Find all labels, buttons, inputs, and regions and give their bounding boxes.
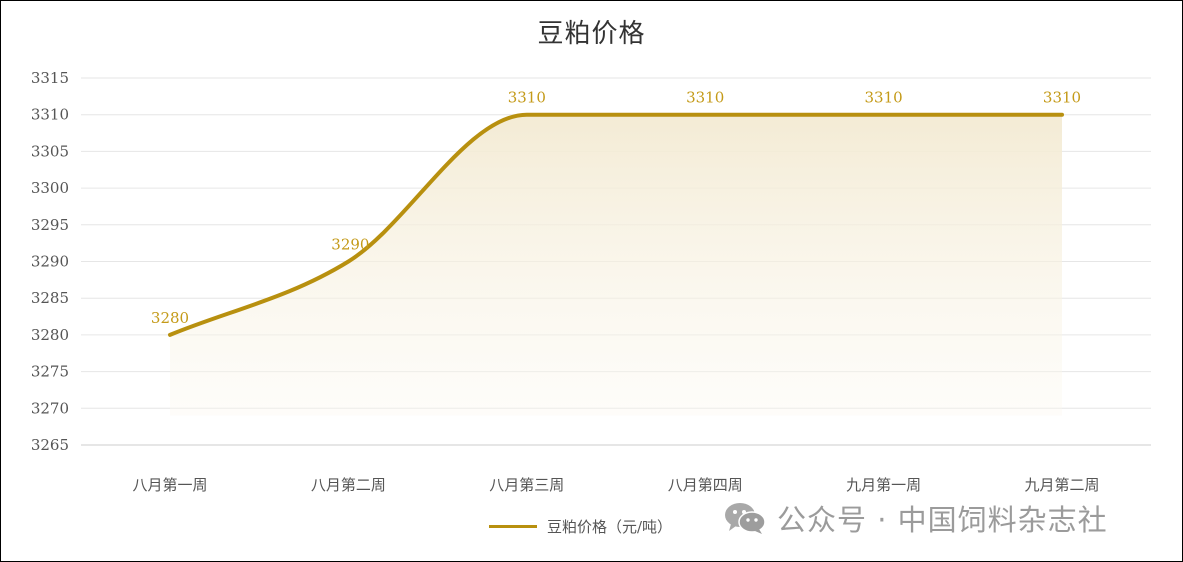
series-area [170, 114, 1062, 416]
y-tick-label: 3290 [31, 253, 69, 271]
legend-swatch [489, 525, 537, 528]
data-labels: 3280 3290 3310 3310 3310 3310 [151, 89, 1081, 327]
y-axis-labels: 3265 3270 3275 3280 3285 3290 3295 3300 3305 3310… [31, 69, 69, 454]
y-tick-label: 3280 [31, 326, 69, 344]
series-line[interactable] [168, 112, 1064, 337]
watermark-text: 公众号 · 中国饲料杂志社 [777, 503, 1108, 537]
data-label: 3280 [151, 309, 189, 327]
y-tick-label: 3295 [31, 216, 69, 234]
series-lines [168, 112, 1064, 337]
x-tick-label: 八月第三周 [489, 476, 564, 494]
legend[interactable]: 豆粕价格（元/吨） [489, 516, 672, 537]
y-tick-label: 3310 [31, 106, 69, 124]
x-tick-label: 九月第一周 [846, 476, 921, 494]
data-label: 3310 [508, 89, 546, 107]
data-label: 3290 [331, 236, 369, 254]
legend-label: 豆粕价格（元/吨） [547, 518, 673, 536]
y-tick-label: 3305 [31, 142, 69, 160]
x-axis-labels: 八月第一周 八月第二周 八月第三周 八月第四周 九月第一周 九月第二周 [132, 476, 1099, 494]
chart-title: 豆粕价格 [537, 19, 646, 49]
wechat-icon [725, 503, 766, 534]
data-label: 3310 [1043, 89, 1081, 107]
data-label: 3310 [686, 89, 724, 107]
y-tick-label: 3265 [31, 436, 69, 454]
x-tick-label: 八月第二周 [311, 476, 386, 494]
x-tick-label: 九月第二周 [1024, 476, 1099, 494]
y-tick-label: 3275 [31, 363, 69, 381]
y-tick-label: 3285 [31, 289, 69, 307]
y-tick-label: 3270 [31, 399, 69, 417]
x-tick-label: 八月第一周 [132, 476, 207, 494]
data-label: 3310 [865, 89, 903, 107]
x-tick-label: 八月第四周 [668, 476, 743, 494]
area-fill [170, 114, 1062, 416]
watermark: 公众号 · 中国饲料杂志社 [723, 497, 1108, 539]
y-tick-label: 3315 [31, 69, 69, 87]
y-tick-label: 3300 [31, 179, 69, 197]
